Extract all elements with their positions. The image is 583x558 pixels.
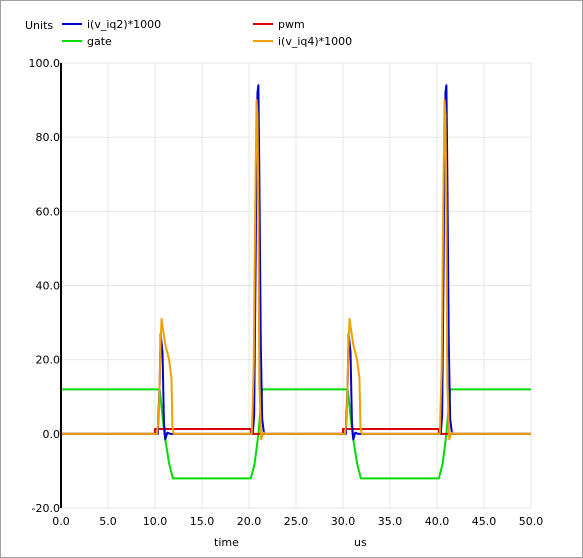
y-tick-label: 60.0 [36,205,61,218]
y-tick-labels: -20.0 0.0 20.0 40.0 60.0 80.0 100.0 [29,57,61,515]
x-tick-label: 45.0 [472,515,497,528]
y-tick-label: 0.0 [43,428,61,441]
legend-label: i(v_iq4)*1000 [278,35,352,48]
y-tick-label: -20.0 [32,502,60,515]
plot-lines [61,84,531,480]
series-line-3 [61,99,531,441]
x-tick-label: 20.0 [237,515,262,528]
grid [61,62,532,509]
legend-label: pwm [278,18,305,31]
y-axis-label: Units [25,19,53,32]
x-tick-label: 15.0 [190,515,215,528]
y-tick-label: 40.0 [36,280,61,293]
x-tick-label: 25.0 [284,515,309,528]
x-tick-label: 40.0 [425,515,450,528]
legend-label: gate [87,35,112,48]
x-tick-label: 30.0 [331,515,356,528]
x-tick-label: 10.0 [143,515,168,528]
series-line-1 [61,388,531,480]
y-tick-label: 100.0 [29,57,61,70]
legend-label: i(v_iq2)*1000 [87,18,161,31]
x-tick-label: 5.0 [99,515,117,528]
x-tick-label: 35.0 [378,515,403,528]
y-tick-label: 80.0 [36,131,61,144]
x-tick-label: 0.0 [52,515,70,528]
x-tick-labels: 0.0 5.0 10.0 15.0 20.0 25.0 30.0 35.0 40.0 45.0 50… [52,515,543,528]
x-axis-label: time [214,536,239,549]
y-tick-label: 20.0 [36,354,61,367]
x-axis-unit: us [354,536,367,549]
x-tick-label: 50.0 [519,515,544,528]
